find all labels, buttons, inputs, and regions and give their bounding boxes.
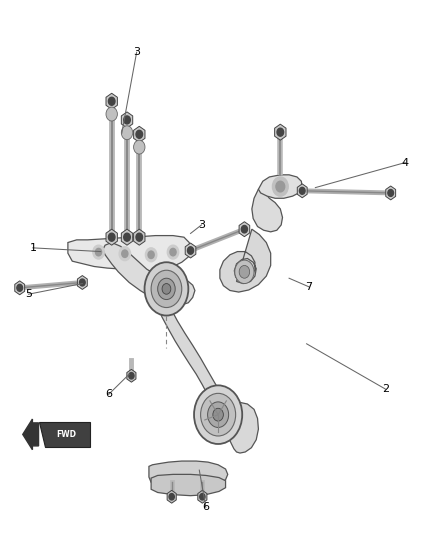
Text: 2: 2 bbox=[382, 384, 389, 394]
Polygon shape bbox=[297, 184, 307, 198]
Circle shape bbox=[272, 177, 288, 196]
Circle shape bbox=[129, 373, 134, 379]
Text: 6: 6 bbox=[105, 390, 112, 399]
Polygon shape bbox=[386, 186, 396, 200]
Text: 4: 4 bbox=[402, 158, 409, 167]
Polygon shape bbox=[121, 112, 133, 128]
Polygon shape bbox=[39, 422, 89, 447]
Polygon shape bbox=[103, 243, 195, 305]
Polygon shape bbox=[134, 229, 145, 245]
Polygon shape bbox=[167, 490, 176, 503]
Circle shape bbox=[213, 408, 223, 421]
Polygon shape bbox=[121, 229, 133, 245]
Polygon shape bbox=[134, 126, 145, 142]
Circle shape bbox=[95, 248, 102, 256]
Text: 5: 5 bbox=[25, 289, 32, 299]
Polygon shape bbox=[157, 298, 258, 453]
Circle shape bbox=[136, 130, 142, 138]
Text: 6: 6 bbox=[202, 503, 209, 512]
Text: 7: 7 bbox=[305, 282, 312, 292]
Circle shape bbox=[239, 265, 250, 278]
Polygon shape bbox=[220, 229, 271, 292]
Text: 3: 3 bbox=[198, 220, 205, 230]
Polygon shape bbox=[78, 276, 87, 289]
Polygon shape bbox=[275, 124, 286, 140]
Polygon shape bbox=[185, 243, 196, 258]
Circle shape bbox=[299, 187, 305, 194]
Text: 3: 3 bbox=[133, 47, 140, 57]
Circle shape bbox=[201, 393, 236, 436]
Circle shape bbox=[124, 116, 131, 124]
Circle shape bbox=[17, 285, 23, 291]
Circle shape bbox=[151, 270, 182, 308]
Circle shape bbox=[109, 233, 115, 241]
Circle shape bbox=[124, 233, 131, 241]
Circle shape bbox=[158, 278, 175, 300]
Circle shape bbox=[187, 247, 194, 254]
Circle shape bbox=[145, 248, 157, 262]
Circle shape bbox=[170, 248, 176, 256]
Circle shape bbox=[208, 402, 229, 427]
Circle shape bbox=[80, 279, 85, 286]
Circle shape bbox=[276, 181, 285, 192]
Polygon shape bbox=[252, 189, 283, 232]
Circle shape bbox=[93, 245, 104, 259]
Circle shape bbox=[235, 260, 254, 284]
Circle shape bbox=[241, 225, 247, 233]
Polygon shape bbox=[106, 229, 117, 245]
Circle shape bbox=[121, 126, 133, 140]
Polygon shape bbox=[15, 281, 25, 295]
Polygon shape bbox=[151, 474, 226, 496]
Circle shape bbox=[167, 245, 179, 259]
Polygon shape bbox=[106, 93, 117, 109]
Circle shape bbox=[106, 107, 117, 121]
Circle shape bbox=[119, 247, 131, 261]
Circle shape bbox=[162, 284, 171, 294]
Polygon shape bbox=[239, 222, 250, 237]
Polygon shape bbox=[258, 175, 302, 198]
Polygon shape bbox=[68, 236, 191, 271]
Circle shape bbox=[134, 140, 145, 154]
FancyArrow shape bbox=[23, 419, 39, 450]
Polygon shape bbox=[149, 461, 228, 490]
Circle shape bbox=[136, 233, 142, 241]
Circle shape bbox=[388, 189, 393, 196]
Circle shape bbox=[169, 494, 174, 500]
Polygon shape bbox=[127, 369, 136, 382]
Circle shape bbox=[109, 97, 115, 106]
Circle shape bbox=[194, 385, 242, 444]
Circle shape bbox=[148, 251, 154, 259]
Circle shape bbox=[200, 494, 205, 500]
Circle shape bbox=[122, 250, 128, 257]
Circle shape bbox=[277, 128, 284, 136]
Polygon shape bbox=[198, 490, 207, 503]
Text: 1: 1 bbox=[29, 243, 36, 253]
Text: FWD: FWD bbox=[56, 430, 76, 439]
Circle shape bbox=[145, 262, 188, 316]
